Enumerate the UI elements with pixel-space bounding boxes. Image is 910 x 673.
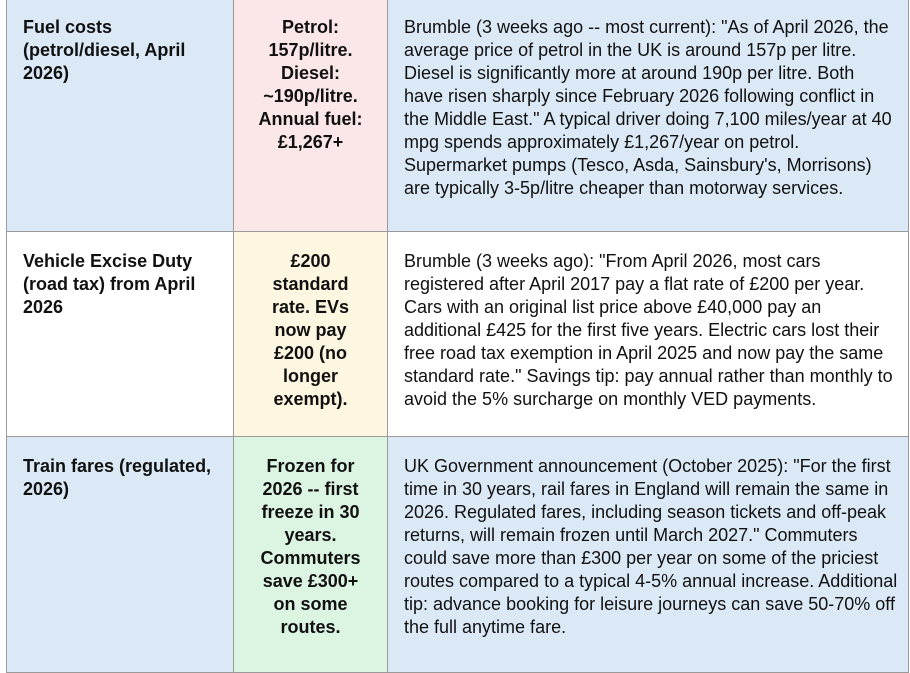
- figure-line: save £300+: [262, 571, 359, 591]
- figure-line: Petrol:: [281, 17, 339, 37]
- figure-line: exempt).: [273, 389, 348, 409]
- table-row-road-tax: Vehicle Excise Duty (road tax) from Apri…: [6, 231, 909, 437]
- detail-cell: UK Government announcement (October 2025…: [387, 436, 909, 673]
- topic-cell: Train fares (regulated, 2026): [6, 436, 234, 673]
- table-row-train-fares: Train fares (regulated, 2026) Frozen for…: [6, 436, 909, 673]
- figure-line: standard: [272, 274, 349, 294]
- figure-line: 2026 -- first: [262, 479, 359, 499]
- figure-line: Frozen for: [266, 456, 355, 476]
- figure-line: Annual fuel:: [258, 109, 363, 129]
- figure-cell: £200 standard rate. EVs now pay £200 (no…: [233, 231, 388, 437]
- figure-line: Commuters: [260, 548, 361, 568]
- figure-line: routes.: [280, 617, 341, 637]
- figure-line: £1,267+: [277, 132, 344, 152]
- cost-comparison-table: Fuel costs (petrol/diesel, April 2026) P…: [6, 0, 909, 673]
- figure-line: rate. EVs: [271, 297, 350, 317]
- detail-cell: Brumble (3 weeks ago): "From April 2026,…: [387, 231, 909, 437]
- figure-line: Diesel:: [280, 63, 341, 83]
- topic-cell: Vehicle Excise Duty (road tax) from Apri…: [6, 231, 234, 437]
- figure-line: ~190p/litre.: [263, 86, 358, 106]
- figure-line: freeze in 30: [261, 502, 360, 522]
- figure-line: longer: [282, 366, 338, 386]
- detail-cell: Brumble (3 weeks ago -- most current): "…: [387, 0, 909, 232]
- figure-cell: Frozen for 2026 -- first freeze in 30 ye…: [233, 436, 388, 673]
- figure-line: now pay: [274, 320, 347, 340]
- figure-line: £200: [290, 251, 331, 271]
- figure-cell: Petrol: 157p/litre. Diesel: ~190p/litre.…: [233, 0, 388, 232]
- figure-line: 157p/litre.: [268, 40, 353, 60]
- figure-line: £200 (no: [273, 343, 348, 363]
- figure-line: years.: [284, 525, 337, 545]
- topic-cell: Fuel costs (petrol/diesel, April 2026): [6, 0, 234, 232]
- figure-line: on some: [273, 594, 348, 614]
- table-row-fuel-costs: Fuel costs (petrol/diesel, April 2026) P…: [6, 0, 909, 232]
